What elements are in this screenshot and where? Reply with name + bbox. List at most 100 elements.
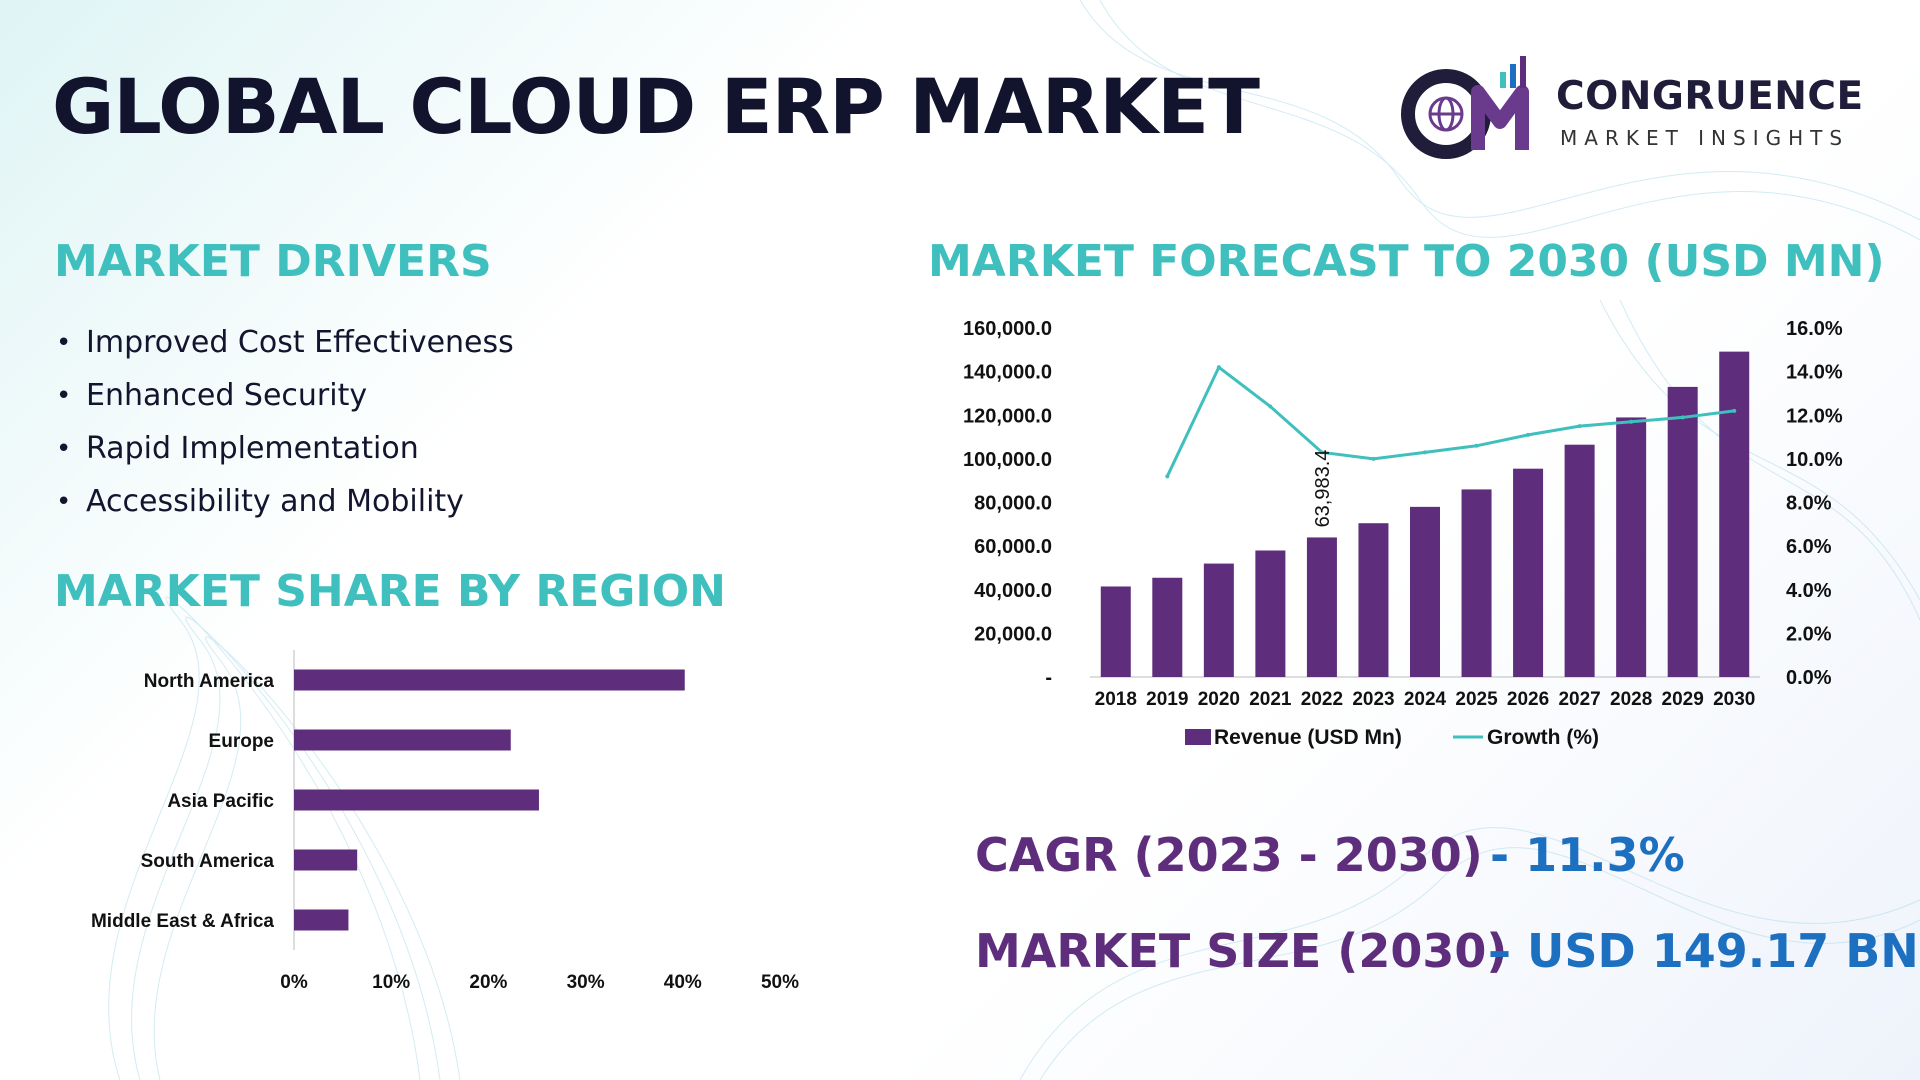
growth-point bbox=[1732, 408, 1737, 413]
right-axis-tick-label: 12.0% bbox=[1786, 405, 1843, 427]
revenue-bar bbox=[1719, 351, 1750, 677]
page-title: GLOBAL CLOUD ERP MARKET bbox=[52, 62, 1260, 151]
revenue-bar bbox=[1564, 444, 1595, 677]
cagr-value: - 11.3% bbox=[1490, 828, 1685, 882]
revenue-bar bbox=[1152, 577, 1183, 677]
left-axis-tick-label: 20,000.0 bbox=[974, 623, 1052, 645]
bullet-icon: • bbox=[56, 434, 72, 464]
right-axis-tick-label: 0.0% bbox=[1786, 667, 1832, 689]
x-tick-label: 2029 bbox=[1662, 689, 1704, 710]
bullet-icon: • bbox=[56, 487, 72, 517]
right-axis-tick-label: 2.0% bbox=[1786, 623, 1832, 645]
region-bar bbox=[294, 789, 539, 811]
right-axis-tick-label: 16.0% bbox=[1786, 318, 1843, 340]
drivers-list: • Improved Cost Effectiveness • Enhanced S… bbox=[54, 318, 514, 530]
growth-point bbox=[1680, 415, 1685, 420]
x-tick-label: 2030 bbox=[1713, 689, 1755, 710]
driver-text: Improved Cost Effectiveness bbox=[86, 325, 514, 360]
x-tick-label: 2024 bbox=[1404, 689, 1447, 710]
bullet-icon: • bbox=[56, 381, 72, 411]
growth-point bbox=[1577, 424, 1582, 429]
x-tick-label: 10% bbox=[372, 972, 410, 993]
region-bar bbox=[294, 909, 349, 931]
forecast-chart: - 20,000.0 40,000.0 60,000.0 80,000.0 100,000… bbox=[963, 318, 1843, 749]
revenue-bar bbox=[1667, 386, 1698, 677]
data-label: 63,983.4 bbox=[1312, 450, 1334, 528]
growth-point bbox=[1423, 450, 1427, 455]
left-axis-tick-label: 100,000.0 bbox=[963, 449, 1052, 471]
x-tick-label: 0% bbox=[280, 972, 308, 993]
x-tick-label: 40% bbox=[664, 972, 702, 993]
logo-mark-icon bbox=[1401, 56, 1529, 159]
driver-text: Rapid Implementation bbox=[86, 431, 419, 466]
growth-point bbox=[1526, 432, 1531, 437]
region-chart: North America Europe Asia Pacific South Ame… bbox=[91, 650, 799, 993]
region-label: North America bbox=[144, 671, 275, 692]
x-tick-label: 2027 bbox=[1558, 689, 1600, 710]
left-axis-tick-label: 60,000.0 bbox=[974, 536, 1052, 558]
left-axis-tick-label: - bbox=[1045, 667, 1052, 689]
x-tick-label: 2026 bbox=[1507, 689, 1549, 710]
x-tick-label: 30% bbox=[567, 972, 605, 993]
revenue-bar bbox=[1203, 563, 1234, 677]
x-tick-label: 2022 bbox=[1301, 689, 1343, 710]
revenue-bar bbox=[1616, 417, 1647, 677]
driver-text: Enhanced Security bbox=[86, 378, 368, 413]
x-tick-label: 2021 bbox=[1249, 689, 1292, 710]
growth-point bbox=[1629, 419, 1634, 424]
growth-line bbox=[1165, 364, 1735, 477]
left-axis-tick-label: 140,000.0 bbox=[963, 362, 1052, 384]
list-item: • Accessibility and Mobility bbox=[54, 477, 514, 530]
revenue-bar bbox=[1100, 586, 1131, 677]
left-axis-tick-label: 120,000.0 bbox=[963, 405, 1052, 427]
growth-point bbox=[1165, 474, 1170, 479]
driver-text: Accessibility and Mobility bbox=[86, 484, 464, 519]
drivers-heading: MARKET DRIVERS bbox=[54, 236, 492, 287]
list-item: • Rapid Implementation bbox=[54, 424, 514, 477]
x-tick-label: 2020 bbox=[1198, 689, 1240, 710]
region-bar bbox=[294, 729, 511, 751]
logo-name: CONGRUENCE bbox=[1556, 74, 1864, 119]
region-bar bbox=[294, 849, 358, 871]
x-tick-label: 2023 bbox=[1352, 689, 1394, 710]
growth-point bbox=[1371, 456, 1376, 461]
revenue-bar bbox=[1255, 550, 1286, 677]
x-tick-label: 2018 bbox=[1095, 689, 1137, 710]
left-axis-tick-label: 160,000.0 bbox=[963, 318, 1052, 340]
region-heading: MARKET SHARE BY REGION bbox=[54, 566, 726, 617]
right-axis-tick-label: 6.0% bbox=[1786, 536, 1832, 558]
market-size-label: MARKET SIZE (2030) bbox=[975, 924, 1508, 978]
left-axis-tick-label: 40,000.0 bbox=[974, 580, 1052, 602]
cagr-label: CAGR (2023 - 2030) bbox=[975, 828, 1483, 882]
list-item: • Improved Cost Effectiveness bbox=[54, 318, 514, 371]
x-tick-label: 20% bbox=[469, 972, 507, 993]
growth-point bbox=[1319, 450, 1324, 455]
revenue-bar bbox=[1306, 537, 1337, 677]
region-label: South America bbox=[141, 851, 275, 872]
right-axis-tick-label: 14.0% bbox=[1786, 362, 1843, 384]
revenue-bar bbox=[1513, 468, 1544, 677]
region-bar bbox=[294, 669, 685, 691]
x-tick-label: 2025 bbox=[1455, 689, 1498, 710]
revenue-bar bbox=[1358, 523, 1389, 677]
growth-point bbox=[1474, 443, 1479, 448]
company-logo: CONGRUENCE MARKET INSIGHTS bbox=[1400, 52, 1870, 160]
x-tick-label: 50% bbox=[761, 972, 799, 993]
x-tick-label: 2028 bbox=[1610, 689, 1652, 710]
right-axis-tick-label: 10.0% bbox=[1786, 449, 1843, 471]
x-tick-label: 2019 bbox=[1146, 689, 1188, 710]
market-size-value: – USD 149.17 BN bbox=[1488, 924, 1919, 978]
legend-growth-label: Growth (%) bbox=[1487, 726, 1599, 749]
region-label: Asia Pacific bbox=[167, 791, 274, 812]
bullet-icon: • bbox=[56, 328, 72, 358]
right-axis-tick-label: 8.0% bbox=[1786, 493, 1832, 515]
forecast-heading: MARKET FORECAST TO 2030 (USD MN) bbox=[928, 236, 1885, 287]
legend-revenue-label: Revenue (USD Mn) bbox=[1214, 726, 1402, 749]
list-item: • Enhanced Security bbox=[54, 371, 514, 424]
left-axis-tick-label: 80,000.0 bbox=[974, 493, 1052, 515]
region-label: Middle East & Africa bbox=[91, 911, 274, 932]
growth-point bbox=[1216, 365, 1221, 370]
revenue-bar bbox=[1410, 506, 1440, 677]
region-label: Europe bbox=[209, 731, 274, 752]
growth-point bbox=[1268, 404, 1273, 409]
